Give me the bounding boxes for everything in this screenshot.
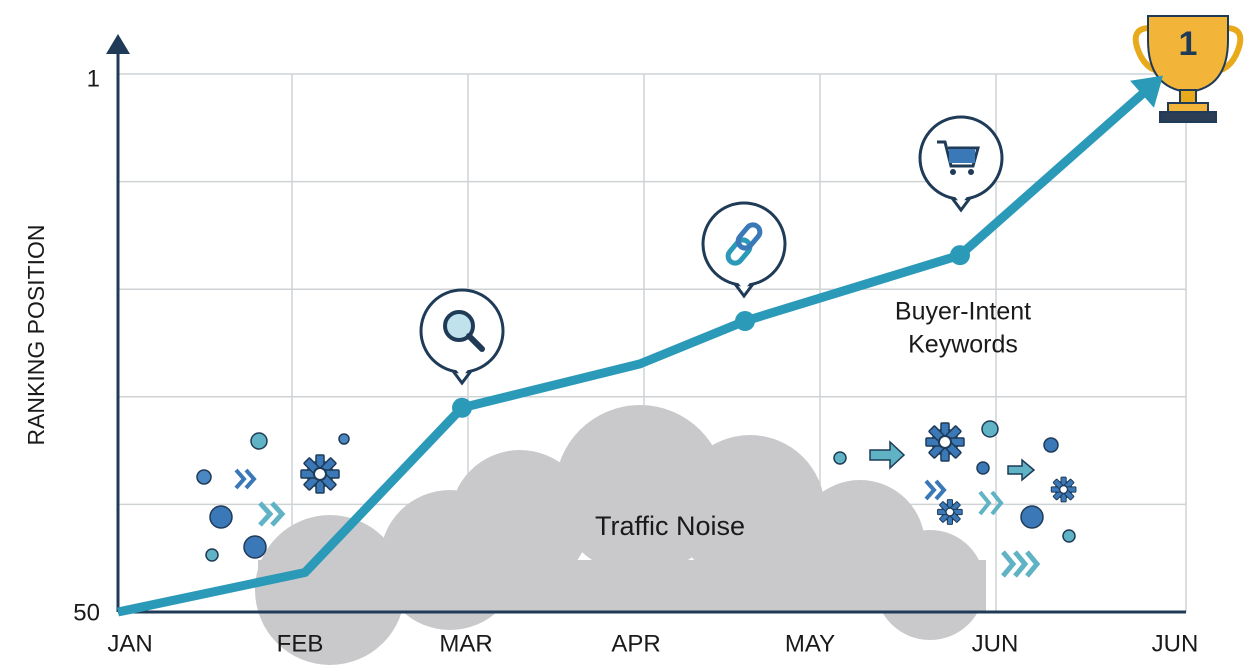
noise-cloud [255,405,986,665]
point-marker [735,311,755,332]
x-tick-label: MAY [785,630,835,657]
search-icon [466,333,485,352]
x-tick-label: JUN [1152,630,1199,657]
point-marker [452,397,472,418]
arrow-head [1130,75,1163,108]
cart-icon [950,169,956,175]
x-tick-label: JUN [972,630,1019,657]
x-tick-label: JAN [107,630,152,657]
link-icon [735,222,763,251]
bubble-tail-cover [452,365,472,377]
point-marker [950,245,970,266]
y-tick-label: 50 [73,599,100,626]
keywords-label: Buyer-Intent [895,298,1031,326]
x-tick-label: APR [611,630,660,657]
milestone-icon [701,201,787,299]
y-tick-label: 1 [87,65,100,92]
bubble-tail-cover [734,278,754,290]
bubble-tail-cover [951,192,971,204]
noise-label: Traffic Noise [595,511,745,541]
bubble [701,201,787,287]
keywords-label: Keywords [908,331,1018,359]
cart-icon [937,140,980,168]
link-icon [725,237,753,266]
cart-icon [949,149,975,163]
search-icon [443,310,475,342]
trophy [1132,15,1244,123]
x-tick-label: FEB [277,630,324,657]
decor-left [196,432,350,562]
y-axis-arrow [106,34,130,54]
trophy-label: 1 [1179,25,1198,63]
milestone-icon [419,288,505,386]
decor-right [833,420,1077,578]
cart-icon [968,169,974,175]
x-tick-label: MAR [439,630,492,657]
milestone-icon [918,115,1004,213]
y-axis-label: RANKING POSITION [23,224,49,445]
